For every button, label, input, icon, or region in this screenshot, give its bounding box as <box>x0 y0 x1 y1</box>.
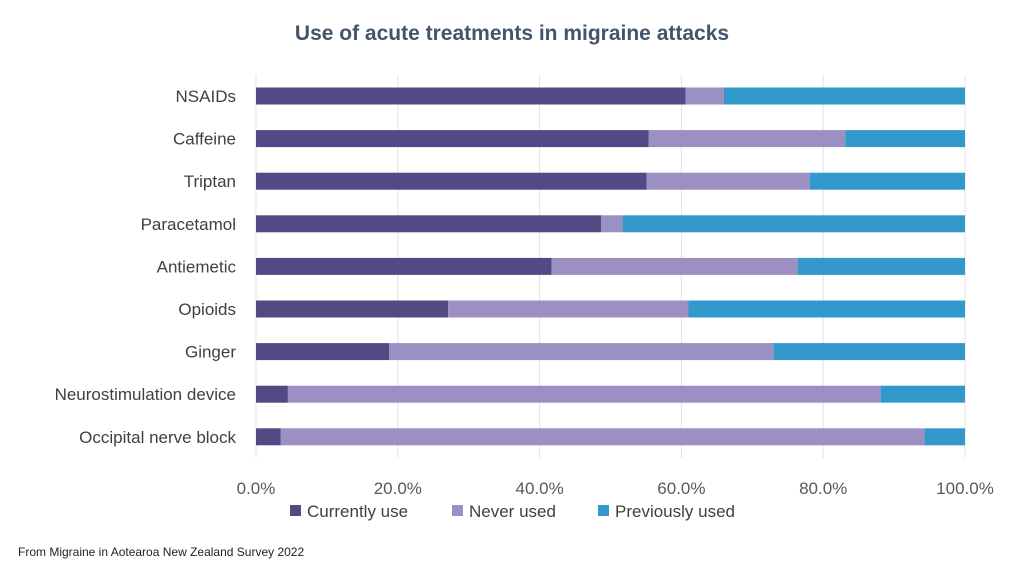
bar-segment-never-used <box>287 385 881 403</box>
bar-segment-currently-use <box>256 385 288 403</box>
bar-segment-currently-use <box>256 172 647 190</box>
legend-label: Previously used <box>615 502 735 521</box>
legend-swatch <box>452 505 463 516</box>
bar-segment-currently-use <box>256 130 649 148</box>
bar-segment-currently-use <box>256 300 449 318</box>
x-tick-label: 60.0% <box>657 479 705 498</box>
bar-segment-currently-use <box>256 343 390 361</box>
bar-segment-previously-used <box>622 215 965 233</box>
x-tick-label: 100.0% <box>936 479 994 498</box>
bar-segment-never-used <box>551 257 798 275</box>
y-category-label: Antiemetic <box>157 257 237 276</box>
bar-segment-previously-used <box>773 343 965 361</box>
legend-swatch <box>290 505 301 516</box>
y-category-label: Triptan <box>184 172 236 191</box>
bar-segment-currently-use <box>256 257 552 275</box>
y-category-label: Occipital nerve block <box>79 428 236 447</box>
bar-segment-previously-used <box>723 87 965 105</box>
bar-segment-never-used <box>280 428 925 446</box>
bar-segment-previously-used <box>845 130 965 148</box>
y-category-label: Paracetamol <box>141 215 236 234</box>
y-category-label: Caffeine <box>173 130 236 149</box>
bar-segment-never-used <box>685 87 724 105</box>
x-tick-label: 20.0% <box>374 479 422 498</box>
bar-segment-currently-use <box>256 87 686 105</box>
bar-segment-previously-used <box>924 428 965 446</box>
bar-segment-never-used <box>389 343 774 361</box>
bar-segment-never-used <box>646 172 810 190</box>
bar-segment-currently-use <box>256 215 602 233</box>
legend-swatch <box>598 505 609 516</box>
bar-segment-never-used <box>601 215 623 233</box>
x-tick-label: 80.0% <box>799 479 847 498</box>
bar-segment-previously-used <box>797 257 965 275</box>
bar-segment-previously-used <box>688 300 965 318</box>
y-category-label: Opioids <box>178 300 236 319</box>
x-tick-label: 0.0% <box>237 479 276 498</box>
legend-label: Never used <box>469 502 556 521</box>
y-category-label: Neurostimulation device <box>55 385 236 404</box>
source-note: From Migraine in Aotearoa New Zealand Su… <box>18 545 305 559</box>
bar-segment-never-used <box>448 300 689 318</box>
bar-segment-previously-used <box>809 172 965 190</box>
y-category-label: NSAIDs <box>176 87 236 106</box>
bar-segment-never-used <box>648 130 846 148</box>
chart-title: Use of acute treatments in migraine atta… <box>294 22 730 45</box>
bar-segment-previously-used <box>880 385 965 403</box>
x-tick-label: 40.0% <box>515 479 563 498</box>
bar-segment-currently-use <box>256 428 281 446</box>
y-category-label: Ginger <box>185 343 236 362</box>
legend-label: Currently use <box>307 502 408 521</box>
